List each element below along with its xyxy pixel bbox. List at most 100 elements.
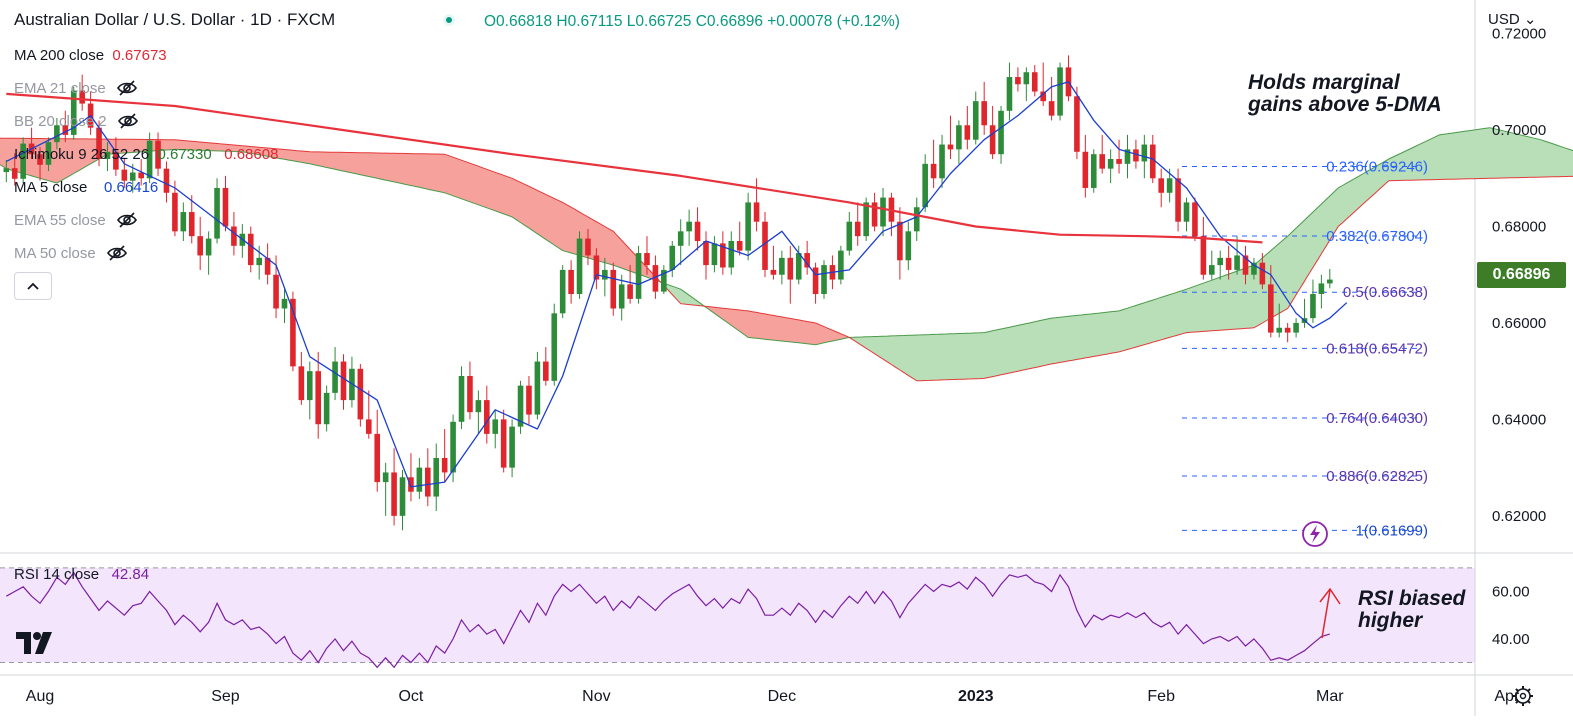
annotation-main-line2: gains above 5-DMA [1248,93,1442,116]
candle-body [543,361,549,381]
annotation-rsi-line2: higher [1358,609,1423,632]
ichimoku-cloud-bear [706,306,850,345]
candle-body [365,419,372,434]
candle-body [433,457,440,497]
candle-body [500,419,507,468]
candle-body [416,467,423,492]
candle-body [467,376,473,413]
candle-body [602,269,608,280]
candle-body [298,366,305,401]
ma5-line [6,81,1348,488]
candle-body [728,240,735,268]
price-axis-tick: 0.66000 [1492,315,1546,332]
candle-body [1276,327,1283,333]
candle-body [54,125,60,143]
legend-ema21[interactable]: EMA 21 close [14,80,138,101]
candle-body [79,90,85,104]
candle-body [517,385,524,427]
candle-body [720,243,726,268]
candle-body [846,221,853,251]
candle-body [736,240,743,251]
rsi-axis-tick: 60.00 [1492,584,1530,601]
legend-bb20[interactable]: BB 20 close 2 [14,113,139,134]
candle-body [62,125,69,135]
candle-body [475,400,482,413]
candle-body [1124,149,1131,164]
gear-icon-hub [1519,692,1527,700]
rsi-arrow-head [1319,587,1341,605]
candle-body [1057,67,1063,116]
price-axis-tick: 0.62000 [1492,508,1546,525]
fib-level-label: 0.764(0.64030) [1326,410,1428,427]
time-axis-label: Oct [398,688,423,705]
candle-body [913,207,920,232]
candle-body [290,298,296,367]
legend-ema55[interactable]: EMA 55 close [14,212,138,233]
candle-body [382,472,389,483]
candle-body [231,226,237,246]
candle-body [576,238,583,295]
candle-body [509,426,515,468]
candle-body [138,172,144,179]
legend-rsi[interactable]: RSI 14 close 42.84 [14,566,149,584]
candle-body [922,163,928,208]
eye-hidden-icon[interactable] [116,212,138,233]
ichimoku-cloud-bull [849,127,1573,381]
candle-body [20,143,26,179]
time-axis-label: Feb [1147,688,1175,705]
candle-body [635,253,642,299]
candle-body [306,371,313,401]
time-axis-label: Apr [1494,688,1520,705]
candle-body [1090,154,1097,188]
ohlc-readout: O0.66818 H0.67115 L0.66725 C0.66896 +0.0… [484,13,900,30]
candle-body [559,269,566,314]
candle-body [1166,178,1173,193]
price-axis-tick: 0.72000 [1492,26,1546,43]
gear-icon-tooth [1527,700,1531,704]
legend-ma50[interactable]: MA 50 close [14,245,128,266]
candle-body [391,472,397,516]
eye-hidden-icon[interactable] [117,113,139,134]
eye-hidden-icon[interactable] [116,80,138,101]
candle-body [256,257,262,266]
candle-body [264,257,271,275]
candle-body [188,212,195,237]
legend-bb20-name: BB 20 close 2 [14,113,107,130]
candle-body [526,385,532,415]
fib-level-label: 1(0.61699) [1355,522,1428,539]
time-axis-label: Mar [1316,688,1344,705]
candle-body [214,187,220,239]
candle-body [804,253,810,268]
time-axis-label: Aug [26,688,54,705]
legend-ma5[interactable]: MA 5 close 0.66416 [14,179,158,197]
candle-body [964,125,971,140]
candle-body [627,284,633,299]
symbol-title[interactable]: Australian Dollar / U.S. Dollar · 1D · F… [14,10,336,29]
candle-body [821,265,827,295]
legend-ichimoku[interactable]: Ichimoku 9 26 52 26 0.67330 0.68608 [14,146,278,164]
legend-ma50-name: MA 50 close [14,245,96,262]
fib-level-label: 0.5(0.66638) [1343,284,1428,301]
candle-body [661,269,667,292]
candle-body [812,267,819,295]
candle-body [121,169,128,181]
lightning-icon-bolt [1310,525,1320,543]
candle-body [956,125,962,150]
candle-body [172,192,178,232]
collapse-legend-button[interactable] [14,272,52,300]
price-axis-tick: 0.64000 [1492,411,1546,428]
candle-body [795,253,802,280]
chevron-up-icon [27,282,39,290]
currency-selector[interactable]: USD ⌄ [1488,10,1536,28]
candle-body [779,257,785,275]
tradingview-logo[interactable] [16,632,60,659]
candle-body [1225,257,1232,270]
legend-ma200[interactable]: MA 200 close 0.67673 [14,47,167,65]
candle-body [745,202,751,251]
candle-body [981,101,987,126]
candle-body [450,421,456,473]
candle-body [37,154,43,165]
eye-hidden-icon[interactable] [106,245,128,266]
